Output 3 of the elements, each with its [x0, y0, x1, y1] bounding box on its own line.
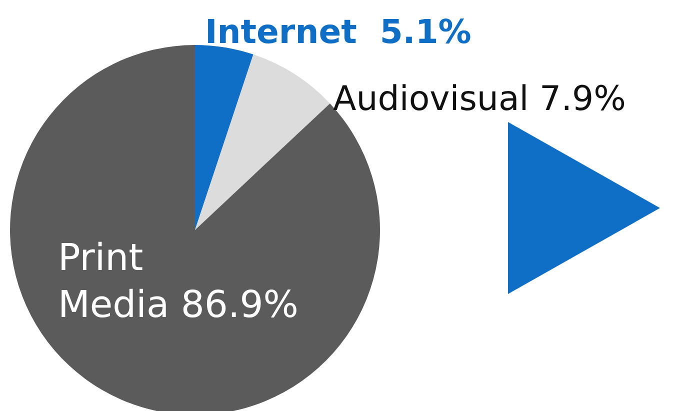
slice-label: Print Media 86.9% [58, 236, 298, 326]
slice-label: Internet 5.1% [205, 12, 472, 51]
slice-label: Audiovisual 7.9% [333, 79, 626, 119]
